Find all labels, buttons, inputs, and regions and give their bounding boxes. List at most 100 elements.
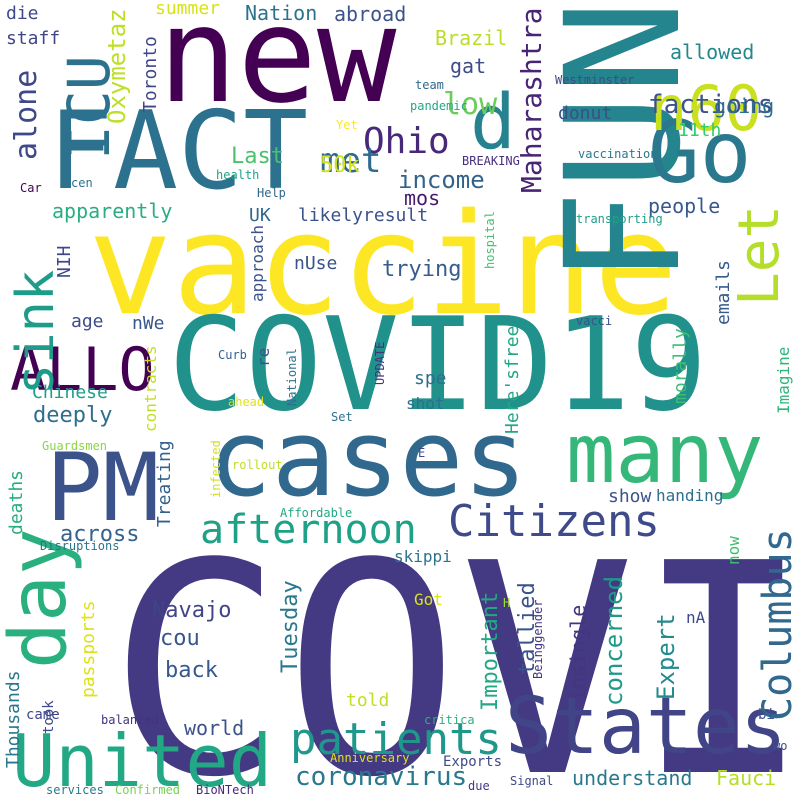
- word-staff: staff: [6, 28, 61, 49]
- word-tuesday: Tuesday: [278, 580, 303, 673]
- word-vacci: vacci: [576, 314, 613, 328]
- word-infected: infected: [209, 440, 223, 498]
- word-skippi: skippi: [394, 547, 452, 566]
- word-signal: Signal: [510, 774, 554, 788]
- word-set: Set: [331, 410, 353, 424]
- word-oxymetaz: Oxymetaz: [103, 8, 131, 124]
- word-11th: 11th: [678, 120, 722, 141]
- word-fauci: Fauci: [716, 766, 777, 790]
- word-allo: ALLO: [10, 335, 155, 405]
- word-insingle: insingle: [566, 604, 590, 701]
- word-donut: donut: [558, 103, 613, 124]
- word-emails: emails: [713, 259, 734, 325]
- word-likelyresult: likelyresult: [298, 205, 429, 226]
- word-toronto: Toronto: [140, 36, 161, 112]
- word-income: income: [398, 166, 485, 194]
- word-across: across: [60, 522, 140, 547]
- word-alone: alone: [9, 69, 44, 160]
- word-covid19: COVID19: [168, 291, 708, 440]
- word-states: States: [505, 682, 787, 772]
- word-low: low: [443, 87, 498, 122]
- word-chinese: Chinese: [32, 382, 108, 403]
- word-nih: NIH: [54, 245, 75, 278]
- word-important: Important: [478, 591, 503, 711]
- word-team: team: [415, 78, 444, 92]
- word-due: due: [468, 779, 490, 793]
- word-confirmed: Confirmed: [115, 783, 181, 797]
- word-yet: Yet: [336, 118, 358, 132]
- word-world: world: [184, 716, 245, 740]
- word-update: UPDATE: [373, 341, 387, 385]
- word-car: Car: [20, 181, 42, 195]
- word-apparently: apparently: [52, 199, 173, 223]
- word-die: die: [6, 3, 39, 24]
- word-deeply: deeply: [33, 403, 113, 428]
- word-thousands: Thousands: [3, 670, 24, 768]
- word-gat: gat: [450, 54, 487, 78]
- word-pm: PM: [46, 434, 160, 543]
- word-nuse: nUse: [294, 253, 338, 274]
- word-nation: Nation: [245, 1, 318, 25]
- word-abroad: abroad: [334, 2, 407, 26]
- word-n60: n60: [650, 72, 762, 145]
- word-coronavirus: coronavirus: [295, 762, 468, 792]
- word-biontech: BioNTech: [196, 783, 254, 797]
- word-bi: bi: [758, 707, 775, 723]
- word-came: came: [26, 707, 60, 723]
- word-concerned: concerned: [600, 575, 628, 706]
- word-citizens: Citizens: [448, 496, 660, 547]
- word-disruptions: Disruptions: [40, 539, 120, 553]
- word-going: going: [714, 94, 775, 118]
- word-new: new: [158, 0, 397, 133]
- word-go: Go: [648, 103, 752, 203]
- word-understand: understand: [572, 766, 693, 790]
- word-summer: summer: [155, 0, 221, 19]
- word-uk: UK: [249, 205, 271, 226]
- word-sink: sink: [6, 269, 66, 395]
- word-back: back: [165, 658, 218, 683]
- word-treating: Treating: [154, 440, 175, 527]
- word-help: Help: [257, 186, 286, 200]
- word-services: services: [46, 783, 104, 797]
- word-spe: spe: [414, 368, 447, 389]
- word-told: told: [346, 690, 390, 711]
- word-ohio: Ohio: [363, 121, 450, 162]
- word-breaking: BREAKING: [462, 154, 520, 168]
- word-handing: handing: [656, 486, 724, 505]
- word-navajo: Navajo: [152, 598, 232, 623]
- word-westminster: Westminster: [555, 73, 635, 87]
- word-pandemic: pandemic: [410, 99, 468, 113]
- word-people: people: [648, 194, 721, 218]
- word-d: d: [470, 77, 516, 166]
- word-trying: trying: [382, 257, 462, 282]
- word-show: show: [608, 486, 652, 507]
- word-re: re: [254, 347, 273, 367]
- word-passports: passports: [78, 600, 99, 698]
- word-50k: 50k: [320, 153, 360, 178]
- word-h: H: [503, 596, 511, 610]
- word-national: National: [285, 348, 299, 406]
- word-affordable: Affordable: [280, 506, 353, 520]
- word-allowed: allowed: [670, 40, 755, 64]
- word-cases: cases: [208, 397, 528, 520]
- word-beinggender: Beinggender: [531, 599, 545, 679]
- word-curb: Curb: [218, 348, 247, 362]
- word-cou: cou: [160, 626, 200, 651]
- word-united: United: [12, 719, 273, 800]
- word-took: took: [41, 700, 57, 734]
- word-wo: wo: [773, 739, 788, 753]
- word-mos: mos: [404, 186, 441, 210]
- word-here-sfree: Here'sfree: [502, 325, 523, 434]
- word-exports: Exports: [443, 754, 503, 770]
- word-deaths: deaths: [6, 469, 27, 535]
- word-balanced: balanced: [101, 713, 159, 727]
- word-maharashtra: Maharashtra: [515, 7, 548, 193]
- word-shot: shot: [406, 394, 445, 413]
- word-vaccination: vaccination: [578, 147, 658, 161]
- word-fact: FACT: [48, 89, 309, 214]
- word-morally: morally: [670, 328, 691, 404]
- word-critica: critica: [424, 713, 475, 727]
- word-let: Let: [727, 204, 792, 306]
- word-last: Last: [231, 144, 284, 169]
